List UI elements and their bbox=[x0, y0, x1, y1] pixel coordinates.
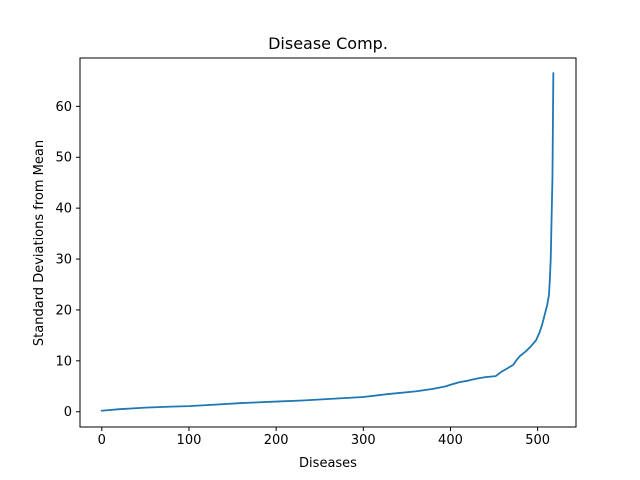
chart-title: Disease Comp. bbox=[268, 34, 388, 53]
x-tick-label: 500 bbox=[525, 433, 550, 448]
x-axis-label: Diseases bbox=[299, 456, 357, 471]
y-axis-label: Standard Deviations from Mean bbox=[32, 140, 47, 346]
plot-frame bbox=[79, 57, 577, 428]
x-tick-label: 0 bbox=[98, 433, 106, 448]
y-tick-label: 40 bbox=[55, 202, 72, 217]
y-tick-label: 10 bbox=[55, 354, 72, 369]
x-tick-label: 300 bbox=[351, 433, 376, 448]
x-tick-label: 100 bbox=[177, 433, 202, 448]
x-tick-label: 200 bbox=[264, 433, 289, 448]
x-tick-label: 400 bbox=[438, 433, 463, 448]
y-tick-label: 20 bbox=[55, 303, 72, 318]
y-tick-label: 60 bbox=[55, 100, 72, 115]
plot-area: 0 100 200 300 400 500 0 10 20 30 40 50 60 bbox=[55, 57, 577, 448]
y-tick-label: 50 bbox=[55, 151, 72, 166]
y-tick-label: 30 bbox=[55, 253, 72, 268]
y-tick-label: 0 bbox=[64, 405, 72, 420]
series-line-0 bbox=[100, 72, 555, 412]
